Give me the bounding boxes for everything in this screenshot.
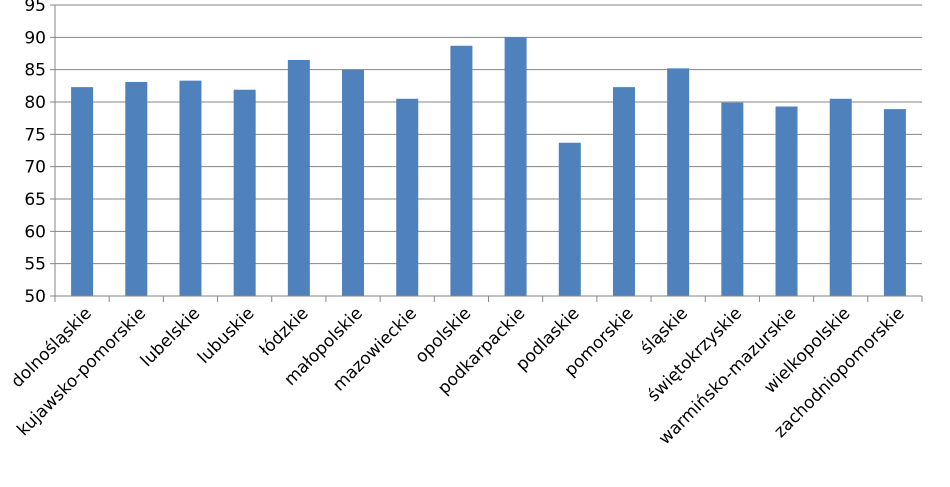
- bar: [125, 81, 148, 296]
- bar: [775, 106, 798, 296]
- x-category-label: lubelskie: [137, 304, 204, 371]
- bar: [396, 98, 419, 297]
- bar: [721, 102, 744, 296]
- x-axis: [54, 295, 923, 302]
- x-axis-category-labels: dolnośląskiekujawsko-pomorskielubelskiel…: [7, 304, 908, 449]
- bar: [342, 69, 365, 297]
- y-axis-tick-labels: 50 55 60 65 70 75 80 85 90 95: [24, 0, 46, 307]
- y-tick-label: 70: [24, 158, 46, 178]
- bar: [450, 45, 473, 296]
- y-tick-label: 50: [24, 287, 46, 307]
- bar: [829, 98, 852, 297]
- bar: [71, 87, 94, 296]
- bar: [667, 68, 690, 296]
- bar: [179, 80, 202, 296]
- y-tick-label: 55: [24, 255, 46, 275]
- y-tick-label: 75: [24, 125, 46, 145]
- y-tick-label: 90: [24, 28, 46, 48]
- bar: [233, 89, 256, 296]
- bar: [612, 87, 635, 296]
- x-category-label: lubuskie: [194, 304, 258, 368]
- y-tick-label: 95: [24, 0, 46, 16]
- bar: [504, 37, 527, 296]
- bar: [883, 109, 906, 296]
- bars: [71, 37, 906, 297]
- bar: [287, 59, 310, 296]
- y-tick-label: 60: [24, 222, 46, 242]
- y-tick-label: 85: [24, 61, 46, 81]
- bar: [558, 142, 581, 296]
- y-tick-label: 65: [24, 190, 46, 210]
- y-tick-label: 80: [24, 93, 46, 113]
- x-category-label: śląskie: [637, 304, 692, 359]
- x-category-label: świętokrzyskie: [644, 304, 746, 406]
